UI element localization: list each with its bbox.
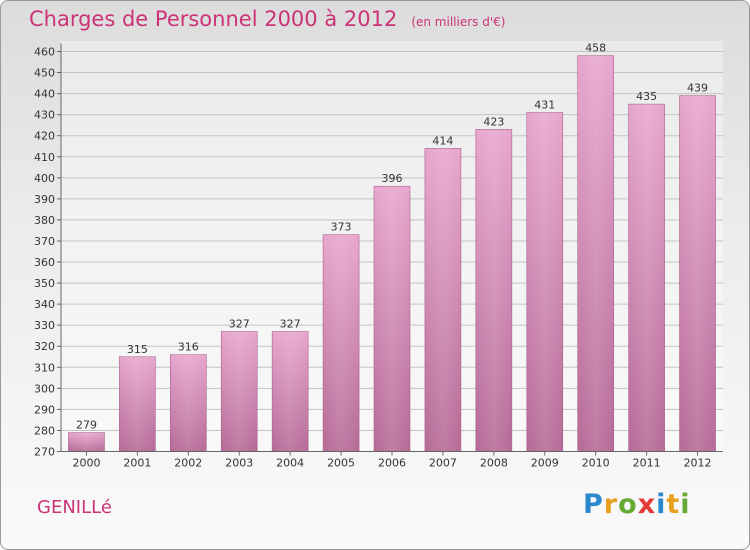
y-tick-label: 360: [34, 256, 55, 269]
y-tick-label: 300: [34, 382, 55, 395]
y-tick-label: 400: [34, 172, 55, 185]
data-label-2000: 279: [76, 419, 97, 432]
data-label-2005: 373: [331, 221, 352, 234]
bar-highlight: [119, 356, 156, 452]
data-label-2001: 315: [127, 343, 148, 356]
y-tick-label: 380: [34, 214, 55, 227]
chart-title: Charges de Personnel 2000 à 2012 (en mill…: [29, 7, 505, 31]
y-axis: 270 280 290 300 310 320 330 340 350 360 370 380 390 4…: [34, 43, 62, 459]
data-label-2012: 439: [687, 82, 708, 95]
bar-highlight: [272, 331, 309, 452]
bar-highlight: [424, 148, 461, 452]
chart-subtitle: (en milliers d'€): [411, 15, 506, 29]
y-tick-label: 410: [34, 151, 55, 164]
x-tick-label: 2001: [123, 457, 151, 470]
y-tick-label: 320: [34, 340, 55, 353]
x-tick-label: 2000: [72, 457, 100, 470]
x-tick-label: 2003: [225, 457, 253, 470]
data-label-2004: 327: [280, 318, 301, 331]
y-tick-label: 310: [34, 361, 55, 374]
y-tick-label: 420: [34, 130, 55, 143]
y-tick-label: 350: [34, 277, 55, 290]
bar-highlight: [170, 354, 207, 452]
bar-highlight: [628, 104, 665, 452]
data-label-2011: 435: [636, 90, 657, 103]
y-tick-label: 460: [34, 46, 55, 59]
x-tick-label: 2011: [633, 457, 661, 470]
y-tick-label: 440: [34, 88, 55, 101]
y-tick-label: 390: [34, 193, 55, 206]
y-tick-label: 340: [34, 298, 55, 311]
data-label-2002: 316: [178, 341, 199, 354]
x-tick-label: 2002: [174, 457, 202, 470]
bar-highlight: [374, 186, 410, 452]
x-tick-label: 2010: [582, 457, 610, 470]
bar-highlight: [526, 112, 563, 452]
bar-highlight: [475, 129, 512, 452]
data-label-2009: 431: [534, 99, 555, 112]
x-tick-label: 2005: [327, 457, 355, 470]
bar-highlight: [68, 432, 105, 452]
y-tick-label: 370: [34, 235, 55, 248]
x-tick-label: 2004: [276, 457, 304, 470]
data-label-2006: 396: [382, 172, 403, 185]
place-name: GENILLé: [37, 497, 112, 518]
y-tick-label: 450: [34, 67, 55, 80]
bar-highlight: [221, 331, 258, 452]
x-tick-label: 2012: [684, 457, 712, 470]
y-tick-label: 280: [34, 424, 55, 437]
y-tick-label: 430: [34, 109, 55, 122]
bars: 279 315 316 327 327 373 396 414 423 431 458 435 439: [68, 42, 716, 452]
y-tick-label: 270: [34, 446, 55, 459]
bar-highlight: [577, 55, 614, 452]
chart-title-text: Charges de Personnel 2000 à 2012: [29, 7, 398, 31]
x-tick-label: 2006: [378, 457, 406, 470]
x-tick-label: 2008: [480, 457, 508, 470]
bar-highlight: [323, 234, 360, 452]
data-label-2003: 327: [229, 318, 250, 331]
x-tick-label: 2009: [531, 457, 559, 470]
data-label-2010: 458: [585, 42, 606, 55]
y-tick-label: 330: [34, 319, 55, 332]
bar-highlight: [679, 95, 716, 452]
data-label-2008: 423: [483, 115, 504, 128]
x-axis: 2000 2001 2002 2003 2004 2005 2006 2007 2008 2009…: [61, 451, 723, 470]
proxiti-logo: Proxiti: [583, 489, 691, 520]
data-label-2007: 414: [432, 134, 453, 147]
x-tick-label: 2007: [429, 457, 457, 470]
y-tick-label: 290: [34, 403, 55, 416]
